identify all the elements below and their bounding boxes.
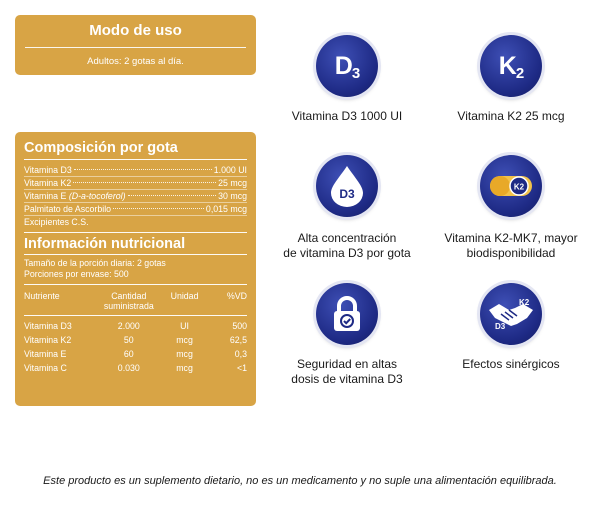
- modo-de-uso-title: Modo de uso: [89, 22, 182, 39]
- composicion-panel: Composición por gota Vitamina D3 1.000 U…: [15, 132, 256, 406]
- feature-caption: Efectos sinérgicos: [462, 357, 560, 371]
- composicion-row: Vitamina E (D-a-tocoferol) 30 mcg: [24, 190, 247, 202]
- dot-leader: [113, 208, 204, 209]
- composicion-row: Vitamina D3 1.000 UI: [24, 164, 247, 176]
- divider: [24, 254, 247, 255]
- d3-icon: D3: [316, 35, 378, 97]
- divider: [24, 159, 247, 160]
- capsule-k2-icon: K2: [480, 155, 542, 217]
- table-row: Vitamina E 60 mcg 0,3: [24, 347, 247, 361]
- badge-text: K2: [498, 51, 524, 82]
- feature-caption: Alta concentración de vitamina D3 por go…: [283, 231, 411, 260]
- divider: [24, 215, 247, 216]
- row-label: Palmitato de Ascorbilo: [24, 204, 112, 214]
- feature-alta-concentracion: D3 Alta concentración de vitamina D3 por…: [262, 155, 432, 261]
- capsule-shape: K2: [490, 176, 532, 196]
- row-label-italic: (D-a-tocoferol): [68, 191, 126, 201]
- table-header-row: Nutriente Cantidad suministrada Unidad %…: [24, 291, 247, 311]
- feature-caption: Vitamina D3 1000 UI: [291, 109, 403, 123]
- lock-icon: [316, 283, 378, 345]
- row-value: 1.000 UI: [213, 165, 247, 175]
- divider: [24, 202, 247, 203]
- drop-shape: D3: [331, 166, 363, 207]
- modo-de-uso-panel: Modo de uso Adultos: 2 gotas al día.: [15, 15, 256, 75]
- composicion-row: Palmitato de Ascorbilo 0,015 mcg: [24, 203, 247, 215]
- svg-text:D3: D3: [495, 322, 506, 331]
- row-label-main: Vitamina E: [24, 191, 69, 201]
- table-row: Vitamina K2 50 mcg 62,5: [24, 333, 247, 347]
- composicion-row: Vitamina K2 25 mcg: [24, 177, 247, 189]
- drop-d3-icon: D3: [316, 155, 378, 217]
- composicion-title: Composición por gota: [24, 140, 178, 156]
- divider: [24, 189, 247, 190]
- table-cell: Vitamina C: [24, 363, 67, 373]
- table-cell: 62,5: [229, 335, 247, 345]
- row-label: Excipientes C.S.: [24, 217, 89, 227]
- row-value: 30 mcg: [218, 191, 247, 201]
- feature-caption: Seguridad en altas dosis de vitamina D3: [291, 357, 403, 386]
- table-row: Vitamina C 0.030 mcg <1: [24, 361, 247, 375]
- table-cell: UI: [180, 321, 189, 331]
- divider: [24, 232, 247, 233]
- table-cell: 60: [123, 349, 134, 359]
- column-header: Cantidad suministrada: [103, 291, 154, 311]
- dot-leader: [73, 169, 212, 170]
- feature-efectos-sinergicos: D3 K2 Efectos sinérgicos: [426, 283, 596, 372]
- row-value: 0,015 mcg: [205, 204, 247, 214]
- modo-de-uso-text: Adultos: 2 gotas al día.: [87, 56, 184, 67]
- disclaimer-text: Este producto es un suplemento dietario,…: [43, 475, 557, 487]
- column-header: Unidad: [170, 291, 199, 301]
- feature-vitamina-d3: D3 Vitamina D3 1000 UI: [262, 35, 432, 124]
- table-cell: mcg: [176, 335, 193, 345]
- feature-vitamina-k2: K2 Vitamina K2 25 mcg: [426, 35, 596, 124]
- informacion-title: Información nutricional: [24, 236, 186, 252]
- table-cell: 500: [232, 321, 247, 331]
- dot-leader: [73, 182, 217, 183]
- svg-text:K2: K2: [519, 298, 530, 307]
- nutrition-table: Nutriente Cantidad suministrada Unidad %…: [24, 291, 247, 375]
- porcion-text: Tamaño de la porción diaria: 2 gotas: [24, 258, 166, 268]
- table-cell: 50: [123, 335, 134, 345]
- table-cell: 0,3: [234, 349, 247, 359]
- row-value: 25 mcg: [218, 178, 247, 188]
- k2-icon: K2: [480, 35, 542, 97]
- dot-leader: [127, 195, 217, 196]
- table-cell: <1: [236, 363, 247, 373]
- divider: [24, 176, 247, 177]
- feature-caption: Vitamina K2 25 mcg: [457, 109, 565, 123]
- divider: [24, 315, 247, 316]
- svg-text:K2: K2: [514, 183, 525, 192]
- table-cell: mcg: [176, 349, 193, 359]
- table-cell: 0.030: [117, 363, 140, 373]
- row-label: Vitamina K2: [24, 178, 72, 188]
- feature-seguridad: Seguridad en altas dosis de vitamina D3: [262, 283, 432, 387]
- table-cell: 2.000: [117, 321, 140, 331]
- column-header: %VD: [226, 291, 247, 301]
- feature-caption: Vitamina K2-MK7, mayor biodisponibilidad: [444, 231, 578, 260]
- column-header: Nutriente: [24, 291, 60, 301]
- badge-text: D3: [334, 51, 360, 82]
- composicion-row: Excipientes C.S.: [24, 216, 247, 228]
- row-label: Vitamina E (D-a-tocoferol): [24, 190, 126, 202]
- feature-k2-mk7: K2 Vitamina K2-MK7, mayor biodisponibili…: [426, 155, 596, 261]
- lock-shape: [334, 296, 360, 331]
- porciones-text: Porciones por envase: 500: [24, 269, 129, 279]
- svg-text:D3: D3: [339, 187, 355, 201]
- divider: [24, 284, 247, 285]
- table-row: Vitamina D3 2.000 UI 500: [24, 319, 247, 333]
- table-cell: mcg: [176, 363, 193, 373]
- table-cell: Vitamina K2: [24, 335, 72, 345]
- handshake-icon: D3 K2: [480, 283, 542, 345]
- divider: [25, 47, 246, 48]
- row-label: Vitamina D3: [24, 165, 72, 175]
- handshake-shape: D3 K2: [489, 298, 533, 331]
- table-cell: Vitamina D3: [24, 321, 72, 331]
- table-cell: Vitamina E: [24, 349, 67, 359]
